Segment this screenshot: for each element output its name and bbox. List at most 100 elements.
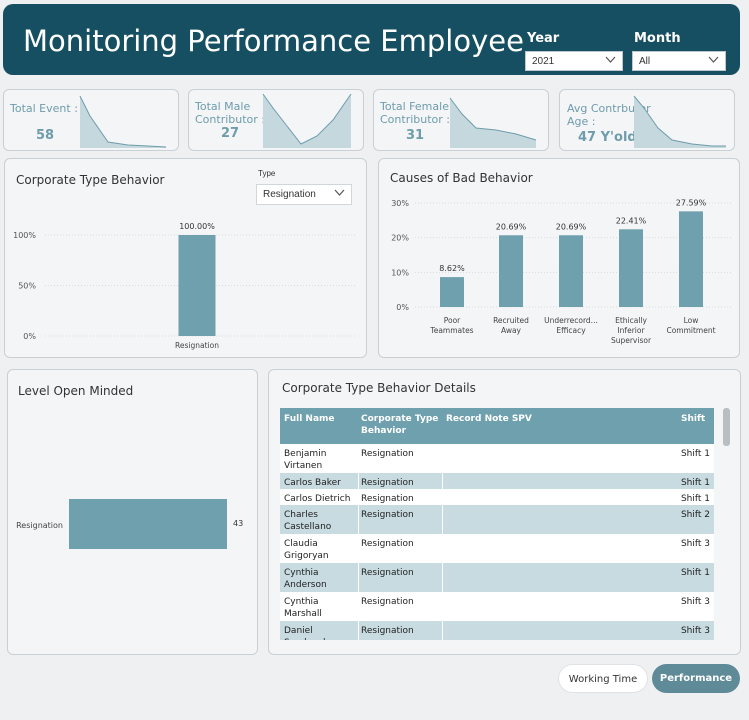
kpi-label: Contributor : <box>380 113 450 126</box>
kpi-card-total-event: Total Event : 58 <box>3 89 179 151</box>
cell-full-name: Carlos Baker <box>284 477 341 489</box>
y-tick-label: 20% <box>391 234 409 243</box>
causes-panel: Causes of Bad Behavior 0% 10% 20% 30% 8.62% P… <box>378 158 740 358</box>
header-banner: Monitoring Performance Employee Year 202… <box>3 4 740 75</box>
table-header: Full Name Corporate Type Behavior Record … <box>280 408 714 444</box>
cell-shift: Shift 1 <box>680 449 710 459</box>
table-row[interactable]: Carlos Baker Resignation Shift 1 <box>280 473 714 489</box>
column-divider <box>358 505 359 534</box>
panel-title: Corporate Type Behavior Details <box>282 381 476 395</box>
cell-full-name: Claudia Grigoryan <box>284 538 329 562</box>
x-tick-label: Underrecord... Efficacy <box>544 316 598 335</box>
panel-title: Corporate Type Behavior <box>16 173 165 187</box>
kpi-value: 31 <box>406 128 425 143</box>
col-header-record-note[interactable]: Record Note SPV <box>446 414 532 424</box>
cell-shift: Shift 1 <box>680 568 710 578</box>
sparkline <box>262 93 352 148</box>
bar <box>440 277 464 307</box>
y-tick-label: 0% <box>23 332 36 341</box>
y-tick-label: 30% <box>391 199 409 208</box>
column-divider <box>358 489 359 505</box>
table-scrollbar[interactable] <box>723 408 730 446</box>
cell-name-line1: Claudia <box>284 539 318 549</box>
table-row[interactable]: Benjamin Virtanen Resignation Shift 1 <box>280 444 714 473</box>
cell-shift: Shift 1 <box>680 478 710 488</box>
chevron-down-icon <box>605 56 616 63</box>
kpi-label: Contributor : <box>195 113 265 126</box>
cell-shift: Shift 3 <box>680 597 710 607</box>
details-table: Full Name Corporate Type Behavior Record … <box>280 408 714 640</box>
cell-corp-type: Resignation <box>361 626 414 636</box>
column-divider <box>442 592 443 621</box>
year-select-value: 2021 <box>532 56 555 67</box>
bar <box>69 499 227 549</box>
cell-corp-type: Resignation <box>361 449 414 459</box>
y-tick-label: Resignation <box>16 521 63 530</box>
y-tick-label: 10% <box>391 268 409 277</box>
table-row[interactable]: Carlos Dietrich Resignation Shift 1 <box>280 489 714 505</box>
kpi-label: Total Male <box>195 100 251 113</box>
table-row[interactable]: Cynthia Anderson Resignation Shift 1 <box>280 563 714 592</box>
column-divider <box>442 505 443 534</box>
table-row[interactable]: Daniel Sandoval Resignation Shift 3 <box>280 621 714 640</box>
column-divider <box>358 534 359 563</box>
cell-corp-type: Resignation <box>361 568 414 578</box>
cell-shift: Shift 3 <box>680 626 710 636</box>
col-header-corp-type[interactable]: Corporate Type Behavior <box>361 413 438 437</box>
cell-full-name: Benjamin Virtanen <box>284 448 326 472</box>
data-label: 20.69% <box>496 222 527 231</box>
column-divider <box>442 489 443 505</box>
kpi-card-total-female: Total Female Contributor : 31 <box>373 89 549 151</box>
cell-shift: Shift 1 <box>680 494 710 504</box>
y-tick-label: 0% <box>396 303 409 312</box>
cell-name-line2: Grigoryan <box>284 551 329 561</box>
bar <box>679 211 703 307</box>
sparkline <box>79 95 167 148</box>
level-open-panel: Level Open Minded Resignation 43 <box>7 369 258 655</box>
data-label: 100.00% <box>179 222 215 231</box>
month-select-value: All <box>639 56 651 67</box>
bar <box>499 235 523 307</box>
kpi-value: 27 <box>221 126 240 141</box>
table-row[interactable]: Cynthia Marshall Resignation Shift 3 <box>280 592 714 621</box>
performance-button[interactable]: Performance <box>652 664 740 693</box>
cell-full-name: Cynthia Anderson <box>284 567 327 591</box>
cell-name-line2: Sandoval <box>284 638 326 640</box>
cell-name-line1: Cynthia <box>284 568 319 578</box>
type-select-value: Resignation <box>263 189 316 200</box>
month-select[interactable]: All <box>632 51 726 71</box>
kpi-label: Total Female <box>380 100 449 113</box>
cell-name-line1: Cynthia <box>284 597 319 607</box>
kpi-value: 47 Y'old <box>578 130 637 145</box>
cell-name-line2: Castellano <box>284 522 332 532</box>
x-tick-label: Resignation <box>175 341 219 350</box>
x-tick-label: Recruited Away <box>493 316 529 335</box>
panel-title: Causes of Bad Behavior <box>390 171 533 185</box>
column-divider <box>358 621 359 640</box>
cell-name-line1: Carlos Dietrich <box>284 494 351 504</box>
type-select[interactable]: Resignation <box>256 184 352 205</box>
cell-name-line1: Daniel <box>284 626 313 636</box>
table-row[interactable]: Charles Castellano Resignation Shift 2 <box>280 505 714 534</box>
year-select[interactable]: 2021 <box>525 51 623 71</box>
working-time-button[interactable]: Working Time <box>558 664 648 693</box>
cell-full-name: Charles Castellano <box>284 509 331 533</box>
cell-name-line1: Benjamin <box>284 449 327 459</box>
kpi-label: Total Event : <box>10 102 78 115</box>
column-divider <box>442 563 443 592</box>
col-header-shift[interactable]: Shift <box>681 414 706 424</box>
cell-name-line1: Charles <box>284 510 318 520</box>
col-header-full-name[interactable]: Full Name <box>284 414 335 424</box>
column-divider <box>358 592 359 621</box>
cell-name-line1: Carlos Baker <box>284 478 341 488</box>
kpi-card-total-male: Total Male Contributor : 27 <box>188 89 364 151</box>
cell-corp-type: Resignation <box>361 494 414 504</box>
type-filter-label: Type <box>258 169 276 178</box>
sparkline <box>449 97 537 148</box>
causes-chart: 0% 10% 20% 30% 8.62% Poor Teammates 20.69% Recru… <box>391 198 731 345</box>
x-tick-label: Poor Teammates <box>429 316 473 335</box>
kpi-label: Avg Contrbutor <box>567 102 651 115</box>
cell-full-name: Cynthia Marshall <box>284 596 322 620</box>
data-label: 43 <box>233 519 243 528</box>
table-row[interactable]: Claudia Grigoryan Resignation Shift 3 <box>280 534 714 563</box>
